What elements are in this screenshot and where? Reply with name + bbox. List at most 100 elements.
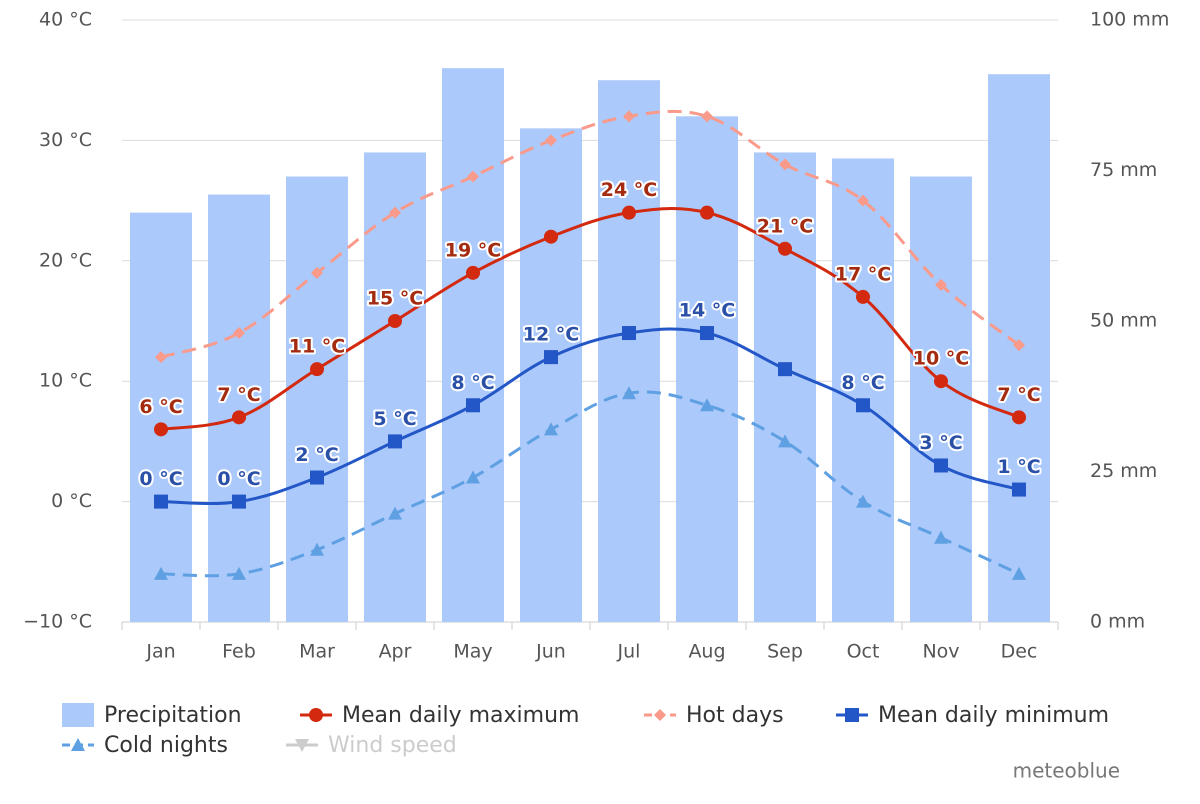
legend-item[interactable]: Mean daily maximum (300, 703, 579, 728)
point (934, 374, 948, 389)
point (388, 506, 402, 520)
data-label: 14 °C (679, 300, 736, 322)
point (233, 327, 245, 340)
legend-label: Precipitation (104, 703, 242, 728)
point (1012, 410, 1026, 425)
data-label: 11 °C (289, 336, 346, 358)
legend-marker (654, 709, 666, 721)
y-tick-label: 10 °C (39, 370, 92, 392)
data-label: 5 °C (373, 408, 416, 430)
x-tick-label: Dec (1001, 641, 1038, 663)
point (310, 470, 324, 485)
legend-marker (845, 708, 859, 722)
point (856, 289, 870, 304)
data-label: 0 °C (139, 468, 182, 490)
point (310, 362, 324, 377)
legend-item[interactable]: Hot days (644, 703, 784, 728)
bar (754, 152, 816, 622)
point (934, 458, 948, 473)
point (544, 422, 558, 436)
point (310, 542, 324, 556)
data-label: 17 °C (835, 263, 892, 285)
x-tick-label: Jun (535, 641, 566, 663)
legend-item[interactable]: Wind speed (286, 733, 457, 758)
bar (910, 176, 972, 622)
credit: meteoblue (1013, 759, 1120, 783)
y2-tick-label: 0 mm (1090, 611, 1145, 633)
point (623, 110, 635, 123)
point (388, 434, 402, 449)
legend-item[interactable]: Mean daily minimum (836, 703, 1109, 728)
point (622, 326, 636, 341)
line (160, 109, 1020, 359)
data-label: 15 °C (367, 288, 424, 310)
point (466, 470, 480, 484)
x-tick-label: Mar (299, 641, 335, 663)
data-label: 8 °C (451, 372, 494, 394)
point (1012, 482, 1026, 497)
legend-item[interactable]: Precipitation (62, 703, 242, 728)
point (232, 410, 246, 425)
x-tick-label: Nov (922, 641, 959, 663)
point (856, 398, 870, 413)
data-label: 10 °C (913, 348, 970, 370)
point (700, 398, 714, 412)
point (857, 194, 869, 207)
point (701, 110, 713, 123)
data-label: 19 °C (445, 239, 502, 261)
point (154, 494, 168, 509)
point (155, 351, 167, 364)
y2-tick-label: 100 mm (1090, 9, 1169, 31)
legend-item[interactable]: Cold nights (62, 733, 228, 758)
point (856, 494, 870, 508)
point (778, 362, 792, 377)
legend-label: Hot days (686, 703, 784, 728)
data-label: 6 °C (139, 396, 182, 418)
bar (130, 212, 192, 622)
x-tick-label: May (453, 641, 492, 663)
legend-marker (309, 708, 323, 722)
y2-tick-label: 50 mm (1090, 310, 1157, 332)
legend-label: Cold nights (104, 733, 228, 758)
legend-marker (71, 738, 85, 751)
point (779, 158, 791, 171)
point (934, 530, 948, 544)
x-tick-label: Aug (688, 641, 725, 663)
legend-swatch (62, 703, 94, 727)
legend-label: Mean daily minimum (878, 703, 1109, 728)
y-tick-label: −10 °C (23, 611, 92, 633)
data-label: 12 °C (523, 324, 580, 346)
x-tick-label: Oct (847, 641, 880, 663)
point (467, 170, 479, 183)
data-label: 24 °C (601, 179, 658, 201)
point (622, 205, 636, 220)
point (778, 434, 792, 448)
bar (442, 68, 504, 622)
x-tick-label: Sep (767, 641, 803, 663)
y-tick-label: 30 °C (39, 129, 92, 151)
point (1012, 566, 1026, 580)
data-label: 7 °C (217, 384, 260, 406)
point (935, 278, 947, 291)
point (232, 494, 246, 509)
point (778, 241, 792, 256)
point (700, 326, 714, 341)
x-tick-label: Feb (222, 641, 256, 663)
point (154, 566, 168, 580)
legend-label: Mean daily maximum (342, 703, 579, 728)
x-tick-label: Jul (617, 641, 641, 663)
point (622, 386, 636, 400)
y2-tick-label: 75 mm (1090, 159, 1157, 181)
data-label: 7 °C (997, 384, 1040, 406)
bar (676, 116, 738, 622)
data-label: 2 °C (295, 444, 338, 466)
point (544, 350, 558, 365)
x-tick-label: Apr (379, 641, 412, 663)
point (1013, 339, 1025, 352)
bar (520, 128, 582, 623)
point (388, 314, 402, 328)
point (700, 205, 714, 220)
legend-marker (295, 739, 309, 752)
point (232, 566, 246, 580)
legend-label: Wind speed (328, 733, 457, 758)
